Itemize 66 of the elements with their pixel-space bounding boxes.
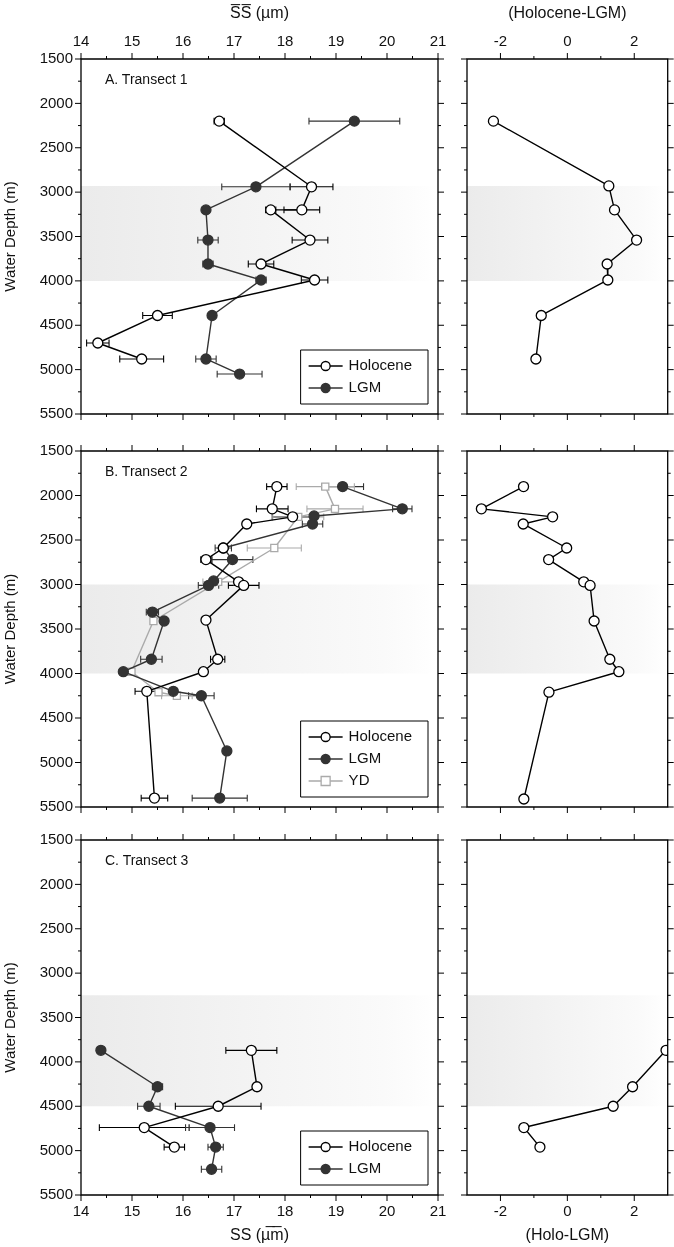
x-tick-label: 18 bbox=[276, 32, 294, 50]
legend-label: Holocene bbox=[348, 1137, 413, 1155]
y-tick-label: 4000 bbox=[39, 271, 73, 289]
y-tick-label: 2000 bbox=[39, 485, 73, 503]
legend-label: YD bbox=[348, 771, 370, 789]
x-tick-label: 20 bbox=[378, 1202, 396, 1220]
y-tick-label: 1500 bbox=[39, 441, 73, 459]
x-tick-label: 19 bbox=[327, 1202, 345, 1220]
y-tick-label: 2500 bbox=[39, 137, 73, 155]
y-tick-label: 4500 bbox=[39, 1096, 73, 1114]
legend-label: Holocene bbox=[348, 356, 413, 374]
y-tick-label: 4000 bbox=[39, 1052, 73, 1070]
x-tick-label: 15 bbox=[123, 32, 141, 50]
y-tick-label: 5500 bbox=[39, 1185, 73, 1203]
x-tick-label: 2 bbox=[630, 32, 639, 50]
x-tick-label: 14 bbox=[72, 1202, 90, 1220]
y-tick-label: 4500 bbox=[39, 315, 73, 333]
legend-label: LGM bbox=[348, 1159, 382, 1177]
y-tick-label: 2500 bbox=[39, 530, 73, 548]
y-tick-label: 3500 bbox=[39, 619, 73, 637]
x-tick-label: -2 bbox=[493, 32, 508, 50]
y-tick-label: 2000 bbox=[39, 93, 73, 111]
y-tick-label: 3500 bbox=[39, 226, 73, 244]
x-tick-label: 17 bbox=[225, 1202, 243, 1220]
y-axis-title: Water Depth (m) bbox=[1, 573, 19, 685]
y-tick-label: 5000 bbox=[39, 1140, 73, 1158]
x-tick-label: 21 bbox=[429, 32, 447, 50]
y-tick-label: 4000 bbox=[39, 663, 73, 681]
y-tick-label: 3000 bbox=[39, 182, 73, 200]
x-tick-label: 18 bbox=[276, 1202, 294, 1220]
x-tick-label: 20 bbox=[378, 32, 396, 50]
y-axis-title: Water Depth (m) bbox=[1, 181, 19, 292]
x-tick-label: 17 bbox=[225, 32, 243, 50]
x-tick-label: 2 bbox=[630, 1202, 639, 1220]
annotation: A. Transect 1 bbox=[105, 70, 188, 87]
legend-label: LGM bbox=[348, 378, 382, 396]
x-tick-label: 0 bbox=[563, 32, 572, 50]
x-tick-label: 14 bbox=[72, 32, 90, 50]
y-tick-label: 5500 bbox=[39, 404, 73, 422]
x-tick-label: 19 bbox=[327, 32, 345, 50]
y-tick-label: 1500 bbox=[39, 830, 73, 848]
x-axis-title: (Holo-LGM) bbox=[525, 1225, 610, 1243]
y-tick-label: 1500 bbox=[39, 49, 73, 67]
x-tick-label: 21 bbox=[429, 1202, 447, 1220]
x-tick-label: 16 bbox=[174, 1202, 192, 1220]
x-tick-label: 16 bbox=[174, 32, 192, 50]
y-tick-label: 2500 bbox=[39, 918, 73, 936]
annotation: B. Transect 2 bbox=[105, 462, 188, 479]
x-axis-title: SS (µ̅m̅) bbox=[230, 1225, 289, 1243]
y-tick-label: 2000 bbox=[39, 874, 73, 892]
y-tick-label: 3000 bbox=[39, 574, 73, 592]
y-axis-title: Water Depth (m) bbox=[1, 962, 19, 1073]
legend-label: Holocene bbox=[348, 727, 413, 745]
legend-label: LGM bbox=[348, 749, 382, 767]
x-tick-label: -2 bbox=[493, 1202, 508, 1220]
x-axis-title: S̅S̅ (µm) bbox=[230, 4, 289, 22]
y-tick-label: 3000 bbox=[39, 963, 73, 981]
annotation: C. Transect 3 bbox=[105, 851, 189, 868]
x-tick-label: 0 bbox=[563, 1202, 572, 1220]
x-tick-label: 15 bbox=[123, 1202, 141, 1220]
y-tick-label: 4500 bbox=[39, 708, 73, 726]
y-tick-label: 5000 bbox=[39, 359, 73, 377]
x-axis-title: (Holocene-LGM) bbox=[508, 4, 627, 22]
y-tick-label: 3500 bbox=[39, 1007, 73, 1025]
y-tick-label: 5000 bbox=[39, 752, 73, 770]
y-tick-label: 5500 bbox=[39, 797, 73, 815]
